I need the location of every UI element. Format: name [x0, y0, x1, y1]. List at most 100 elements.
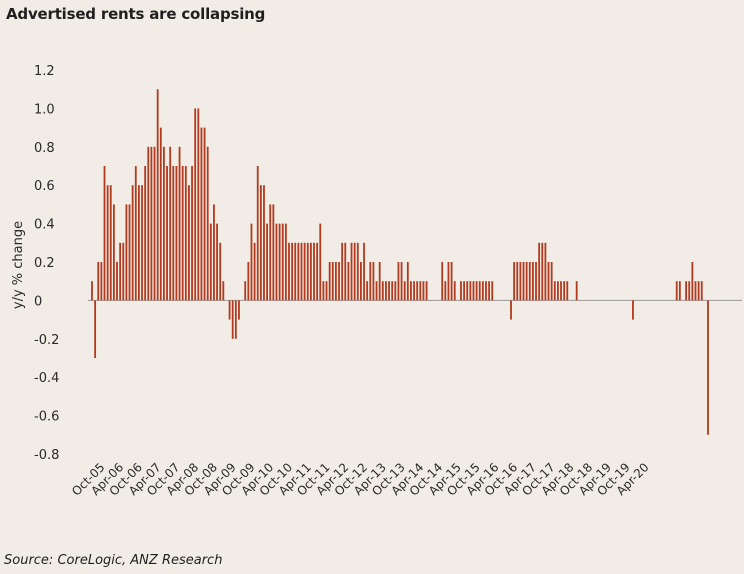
bar: [250, 223, 253, 301]
bar: [281, 223, 284, 301]
bar: [381, 281, 384, 301]
y-tick-label: -0.6: [34, 410, 59, 425]
bar: [94, 300, 97, 358]
y-tick-label: 0: [34, 294, 42, 309]
bar: [119, 242, 122, 301]
bar: [297, 242, 300, 301]
bar: [344, 242, 347, 301]
bar: [106, 185, 109, 301]
bar: [356, 242, 359, 301]
bar: [263, 185, 265, 301]
bar: [685, 281, 688, 301]
bar: [481, 281, 484, 301]
bar: [400, 262, 403, 301]
bar: [516, 262, 519, 301]
bar: [138, 185, 140, 301]
bar: [109, 185, 112, 301]
y-tick-label: -0.2: [34, 333, 59, 348]
bar: [184, 166, 187, 301]
bar: [385, 281, 387, 301]
bar: [244, 281, 247, 301]
bar: [256, 166, 259, 301]
bar: [697, 281, 700, 301]
bar: [535, 262, 537, 301]
bar: [247, 262, 250, 301]
bar: [216, 223, 218, 301]
bar: [134, 166, 137, 301]
bar: [278, 223, 281, 301]
bar: [557, 281, 559, 301]
bar: [300, 242, 303, 301]
bar: [128, 204, 131, 301]
bar: [469, 281, 472, 301]
bar: [472, 281, 475, 301]
bar: [288, 242, 290, 301]
bar: [206, 146, 209, 301]
y-axis-ticks: 1.2 1.0 0.8 0.6 0.4 0.2 0 -0.2 -0.4 -0.6 -0.8: [34, 64, 59, 463]
bar: [369, 262, 372, 301]
bar: [169, 146, 172, 301]
y-tick-label: 1.0: [34, 102, 55, 117]
bar: [485, 281, 487, 301]
bar: [691, 262, 694, 301]
bar: [178, 146, 181, 301]
bar: [125, 204, 128, 301]
y-tick-label: 1.2: [34, 64, 55, 79]
bar: [175, 166, 178, 301]
bar: [231, 300, 234, 339]
bar: [238, 300, 240, 320]
bar: [541, 242, 544, 301]
y-tick-label: 0.6: [34, 179, 55, 194]
bar: [200, 127, 203, 301]
bar: [203, 127, 206, 301]
bar: [91, 281, 93, 301]
bar: [707, 300, 709, 435]
bar: [466, 281, 469, 301]
bar: [338, 262, 340, 301]
chart-title: Advertised rents are collapsing: [6, 5, 266, 23]
bar: [397, 262, 400, 301]
bar: [522, 262, 525, 301]
bar: [688, 281, 691, 301]
bar: [131, 185, 134, 301]
bar: [478, 281, 481, 301]
bar: [234, 300, 237, 339]
bar: [294, 242, 297, 301]
bar: [188, 185, 190, 301]
bar: [97, 262, 100, 301]
bar: [253, 242, 256, 301]
bar: [388, 281, 390, 301]
bar: [313, 242, 315, 301]
y-tick-label: 0.4: [34, 218, 55, 233]
bar: [103, 166, 106, 301]
bar: [632, 300, 634, 320]
bar: [538, 242, 541, 301]
bar: [422, 281, 425, 301]
bar: [319, 223, 322, 301]
bar: [413, 281, 415, 301]
bar: [112, 204, 115, 301]
bar: [191, 166, 193, 301]
bar: [694, 281, 697, 301]
bar: [156, 89, 159, 301]
bar: [528, 262, 531, 301]
x-axis-ticks: Oct-05Apr-06Oct-06Apr-07Oct-07Apr-08Oct-…: [69, 460, 652, 498]
bar: [141, 185, 143, 301]
bar: [394, 281, 397, 301]
bar: [181, 166, 184, 301]
bar: [341, 242, 344, 301]
bar: [510, 300, 512, 320]
bar: [403, 281, 406, 301]
bar: [550, 262, 553, 301]
bar: [144, 166, 147, 301]
bar: [275, 223, 278, 301]
source-note: Source: CoreLogic, ANZ Research: [4, 553, 223, 568]
bar: [322, 281, 325, 301]
bar: [547, 262, 550, 301]
bar: [347, 262, 350, 301]
bar: [450, 262, 453, 301]
bar: [219, 242, 222, 301]
bar: [513, 262, 516, 301]
bars: [91, 89, 709, 435]
bar: [222, 281, 225, 301]
